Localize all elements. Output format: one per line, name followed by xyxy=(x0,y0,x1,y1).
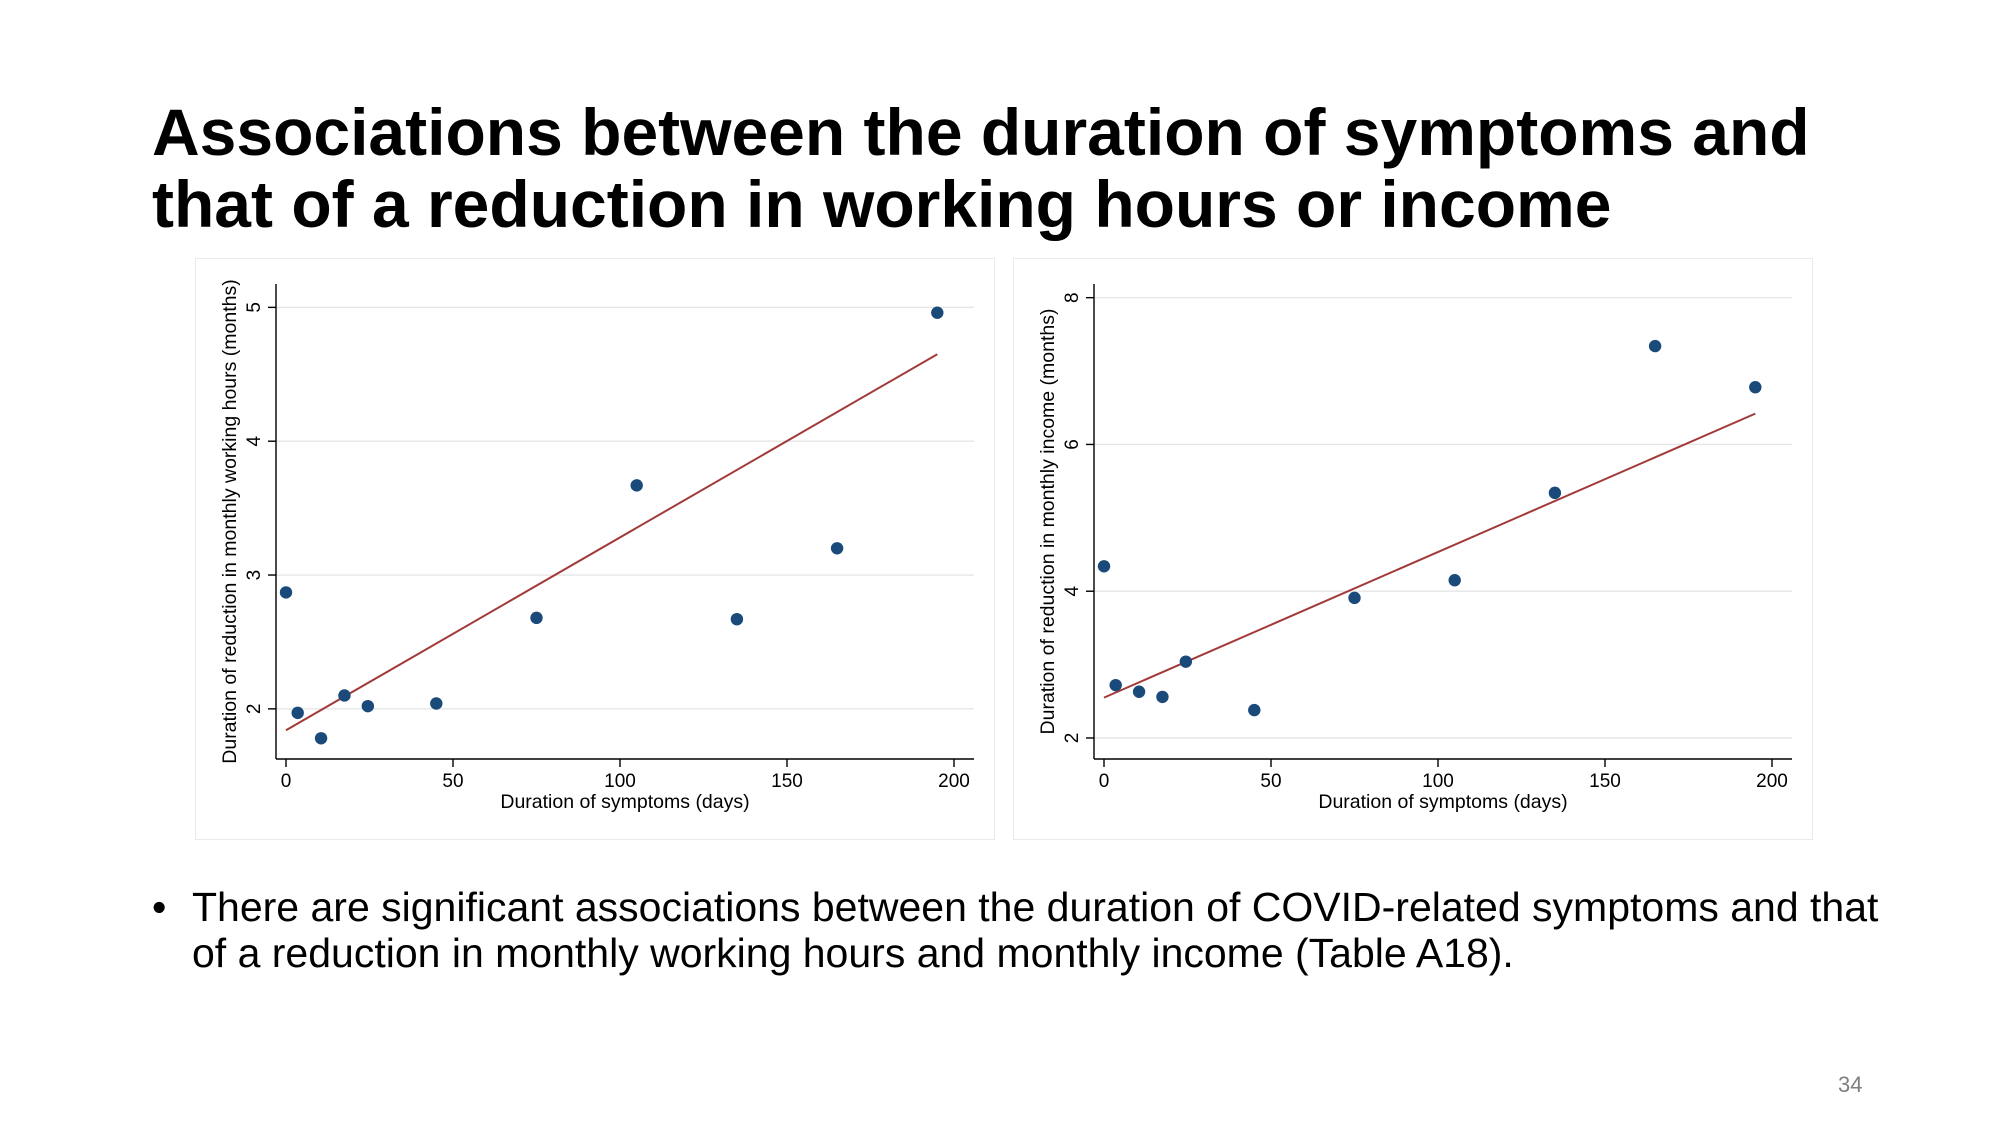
y-tick-label: 2 xyxy=(1062,733,1083,744)
data-point xyxy=(1648,339,1662,353)
x-tick-label: 50 xyxy=(442,771,463,792)
data-point xyxy=(931,306,944,319)
data-point xyxy=(830,542,844,555)
fit-line xyxy=(285,353,938,732)
x-tick-label: 0 xyxy=(1099,771,1110,792)
x-tick-label: 100 xyxy=(1422,771,1454,792)
y-tick-label: 2 xyxy=(244,704,265,715)
chart-panel-working-hours: 2 3 4 5 0 50 100 150 200 Duration of symptoms (da… xyxy=(195,258,995,840)
y-axis-label: Duration of reduction in monthly income … xyxy=(1037,309,1059,735)
data-point xyxy=(1348,591,1361,605)
data-point xyxy=(1448,574,1461,587)
data-point xyxy=(1548,486,1562,500)
chart-panel-income: 2 4 6 8 0 50 100 150 200 Duration of symptoms (da… xyxy=(1013,258,1813,840)
fit-line xyxy=(1103,412,1756,699)
data-point xyxy=(730,612,744,626)
y-tick-label: 3 xyxy=(244,570,265,581)
data-point xyxy=(279,586,293,599)
x-tick-label: 100 xyxy=(604,771,636,792)
slide-title: Associations between the duration of sym… xyxy=(152,95,1810,241)
y-tick-label: 4 xyxy=(244,435,265,446)
x-tick-label: 200 xyxy=(1756,771,1788,792)
data-point xyxy=(1097,560,1111,573)
data-point xyxy=(1179,655,1193,668)
bullet-marker: • xyxy=(152,884,167,930)
data-point xyxy=(1109,678,1122,692)
y-tick-label: 6 xyxy=(1062,439,1083,450)
data-point xyxy=(1749,381,1762,394)
x-tick-label: 150 xyxy=(771,771,803,792)
data-point xyxy=(361,699,375,713)
data-point xyxy=(314,732,328,745)
x-axis-label: Duration of symptoms (days) xyxy=(1318,791,1567,813)
x-tick-label: 0 xyxy=(281,771,292,792)
x-tick-label: 150 xyxy=(1589,771,1621,792)
data-point xyxy=(430,697,443,710)
y-tick-label: 8 xyxy=(1062,292,1083,303)
data-point xyxy=(1132,685,1146,698)
data-point xyxy=(291,706,304,720)
data-point xyxy=(530,611,543,625)
bullet-point: • There are significant associations bet… xyxy=(152,884,1912,976)
data-point xyxy=(630,479,643,492)
y-tick-label: 4 xyxy=(1062,586,1083,597)
data-point xyxy=(1156,690,1169,704)
page-number: 34 xyxy=(1838,1072,1863,1097)
y-axis-label: Duration of reduction in monthly working… xyxy=(219,279,241,763)
scatter-chart-income: 2 4 6 8 0 50 100 150 200 Duration of symptoms (da… xyxy=(1037,284,1792,813)
data-point xyxy=(338,689,351,702)
x-axis-label: Duration of symptoms (days) xyxy=(500,791,749,813)
bullet-text: There are significant associations betwe… xyxy=(192,884,1879,976)
x-tick-label: 50 xyxy=(1260,771,1281,792)
data-point xyxy=(1248,703,1261,717)
y-tick-label: 5 xyxy=(244,302,265,313)
x-tick-label: 200 xyxy=(938,771,970,792)
